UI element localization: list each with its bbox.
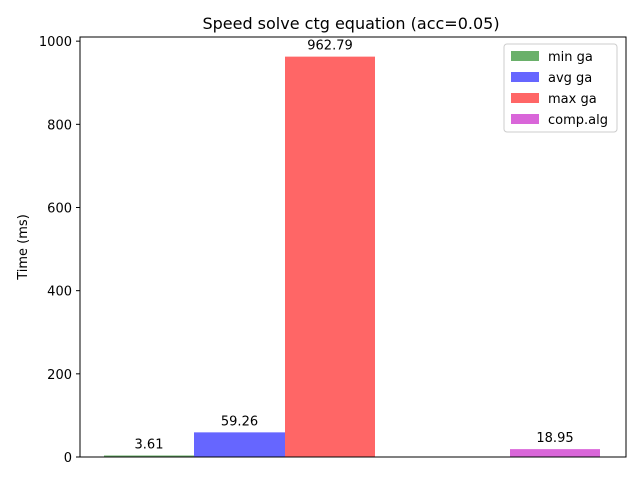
legend-label-avg-ga: avg ga bbox=[548, 71, 592, 86]
y-tick-label: 400 bbox=[47, 285, 72, 300]
bar-min-ga bbox=[104, 455, 194, 457]
y-axis-label: Time (ms) bbox=[16, 214, 31, 281]
y-tick-label: 800 bbox=[47, 118, 72, 133]
data-label-avg-ga: 59.26 bbox=[221, 414, 258, 429]
data-label-min-ga: 3.61 bbox=[135, 437, 164, 452]
bar-max-ga bbox=[285, 56, 375, 457]
legend-label-max-ga: max ga bbox=[548, 92, 597, 107]
y-tick-label: 600 bbox=[47, 201, 72, 216]
y-axis: 0 200 400 600 800 1000 bbox=[39, 35, 80, 466]
legend-swatch-avg-ga bbox=[511, 72, 539, 82]
y-tick-label: 0 bbox=[64, 451, 72, 466]
legend-swatch-max-ga bbox=[511, 93, 539, 103]
bars-group bbox=[104, 56, 600, 457]
legend-label-min-ga: min ga bbox=[548, 50, 593, 65]
legend-swatch-comp-alg bbox=[511, 114, 539, 124]
data-labels-group: 3.61 59.26 962.79 18.95 bbox=[135, 39, 574, 453]
chart-title: Speed solve ctg equation (acc=0.05) bbox=[202, 14, 499, 33]
data-label-comp-alg: 18.95 bbox=[536, 431, 573, 446]
legend-box bbox=[503, 43, 618, 133]
data-label-max-ga: 962.79 bbox=[307, 39, 353, 54]
legend-swatch-min-ga bbox=[511, 51, 539, 61]
bar-comp-alg bbox=[510, 449, 600, 457]
bar-avg-ga bbox=[194, 432, 285, 457]
legend: min ga avg ga max ga comp.alg bbox=[503, 43, 618, 133]
y-tick-label: 1000 bbox=[39, 35, 72, 50]
legend-label-comp-alg: comp.alg bbox=[548, 113, 608, 128]
plot-frame bbox=[79, 36, 627, 458]
y-tick-label: 200 bbox=[47, 368, 72, 383]
